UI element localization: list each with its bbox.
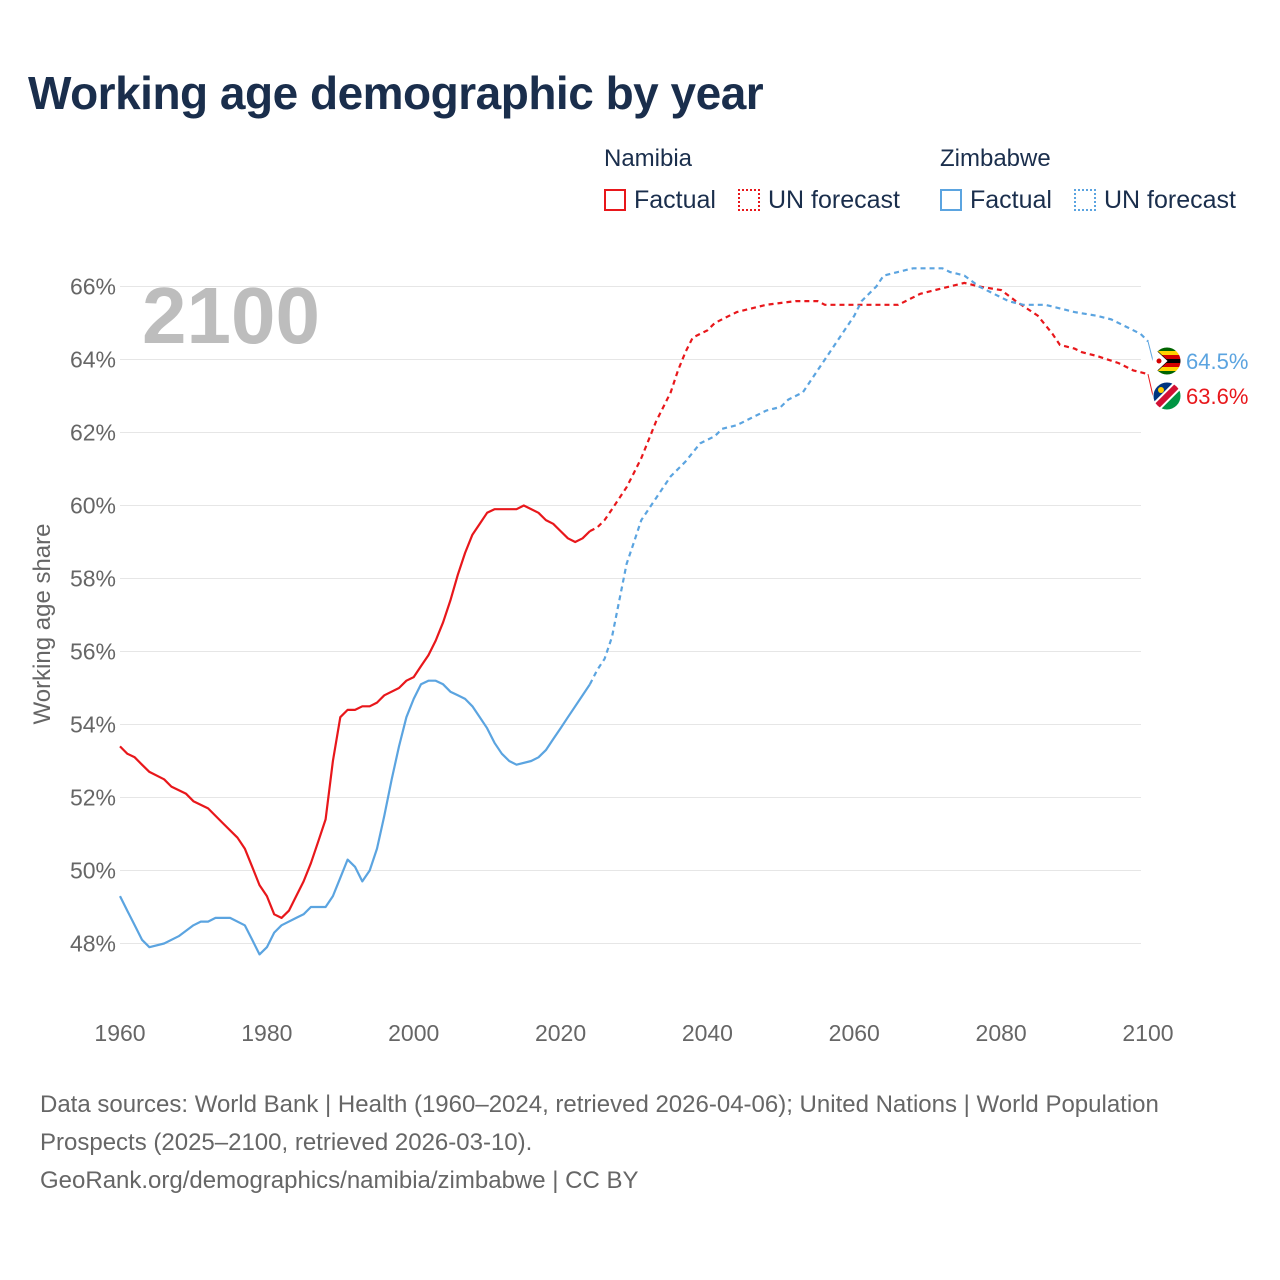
- y-tick-label: 60%: [70, 493, 116, 519]
- zimbabwe-flag-icon: [1153, 347, 1181, 375]
- flag-border: [1152, 346, 1182, 376]
- y-axis-label: Working age share: [29, 524, 56, 725]
- legend-zimbabwe-forecast[interactable]: UN forecast: [1074, 185, 1236, 215]
- flag-border: [1152, 381, 1182, 411]
- legend-group-zimbabwe: Zimbabwe: [940, 145, 1051, 172]
- y-tick-label: 54%: [70, 712, 116, 738]
- x-tick-label: 2000: [388, 1020, 439, 1046]
- x-tick-label: 2080: [976, 1020, 1027, 1046]
- y-tick-label: 56%: [70, 639, 116, 665]
- y-tick-label: 48%: [70, 931, 116, 957]
- y-tick-label: 58%: [70, 566, 116, 592]
- end-markers: 63.6% 64.5%: [1147, 341, 1248, 411]
- y-tick-label: 62%: [70, 420, 116, 446]
- y-tick-label: 52%: [70, 785, 116, 811]
- end-connector: [1147, 373, 1154, 397]
- series-line-zimbabwe-forecast[interactable]: [588, 267, 1149, 685]
- legend-label: UN forecast: [768, 185, 900, 214]
- legend-label: Factual: [634, 185, 716, 214]
- legend-namibia-factual[interactable]: Factual: [604, 185, 716, 215]
- license-text: GeoRank.org/demographics/namibia/zimbabw…: [40, 1167, 639, 1194]
- legend-group-namibia: Namibia: [604, 145, 693, 172]
- x-tick-label: 2020: [535, 1020, 586, 1046]
- y-tick-label: 64%: [70, 347, 116, 373]
- x-tick-label: 1960: [94, 1020, 145, 1046]
- legend-label: UN forecast: [1104, 185, 1236, 214]
- legend-namibia-forecast[interactable]: UN forecast: [738, 185, 900, 215]
- legend-swatch-dotted: [1074, 189, 1096, 211]
- end-value-label: 64.5%: [1186, 349, 1248, 374]
- year-label: 2100: [142, 271, 320, 360]
- end-value-label: 63.6%: [1186, 384, 1248, 409]
- y-tick-label: 66%: [70, 274, 116, 300]
- x-tick-label: 2040: [682, 1020, 733, 1046]
- series-lines: [119, 267, 1149, 956]
- namibia-flag-icon: [1153, 382, 1181, 410]
- legend-zimbabwe-factual[interactable]: Factual: [940, 185, 1052, 215]
- series-line-zimbabwe-factual[interactable]: [119, 679, 591, 956]
- end-connector: [1147, 341, 1154, 362]
- legend-swatch-dotted: [738, 189, 760, 211]
- series-line-namibia-forecast[interactable]: [589, 281, 1149, 533]
- x-tick-label: 2060: [829, 1020, 880, 1046]
- x-tick-label: 1980: [241, 1020, 292, 1046]
- source-text: Data sources: World Bank | Health (1960–…: [40, 1091, 1159, 1156]
- data-source-note: Data sources: World Bank | Health (1960–…: [40, 1086, 1220, 1200]
- legend-swatch-solid: [940, 189, 962, 211]
- grid-lines: [120, 286, 1141, 944]
- legend-swatch-solid: [604, 189, 626, 211]
- page-title: Working age demographic by year: [28, 67, 764, 119]
- line-chart: 2100 48% 50% 52% 54% 56% 58% 60% 62% 64% 66% 1960…: [29, 267, 1248, 1046]
- legend-label: Factual: [970, 185, 1052, 214]
- y-axis-ticks: 48% 50% 52% 54% 56% 58% 60% 62% 64% 66%: [70, 274, 116, 957]
- series-line-namibia-factual[interactable]: [119, 504, 591, 919]
- x-tick-label: 2100: [1122, 1020, 1173, 1046]
- y-tick-label: 50%: [70, 858, 116, 884]
- x-axis-ticks: 1960 1980 2000 2020 2040 2060 2080 2100: [94, 1020, 1173, 1046]
